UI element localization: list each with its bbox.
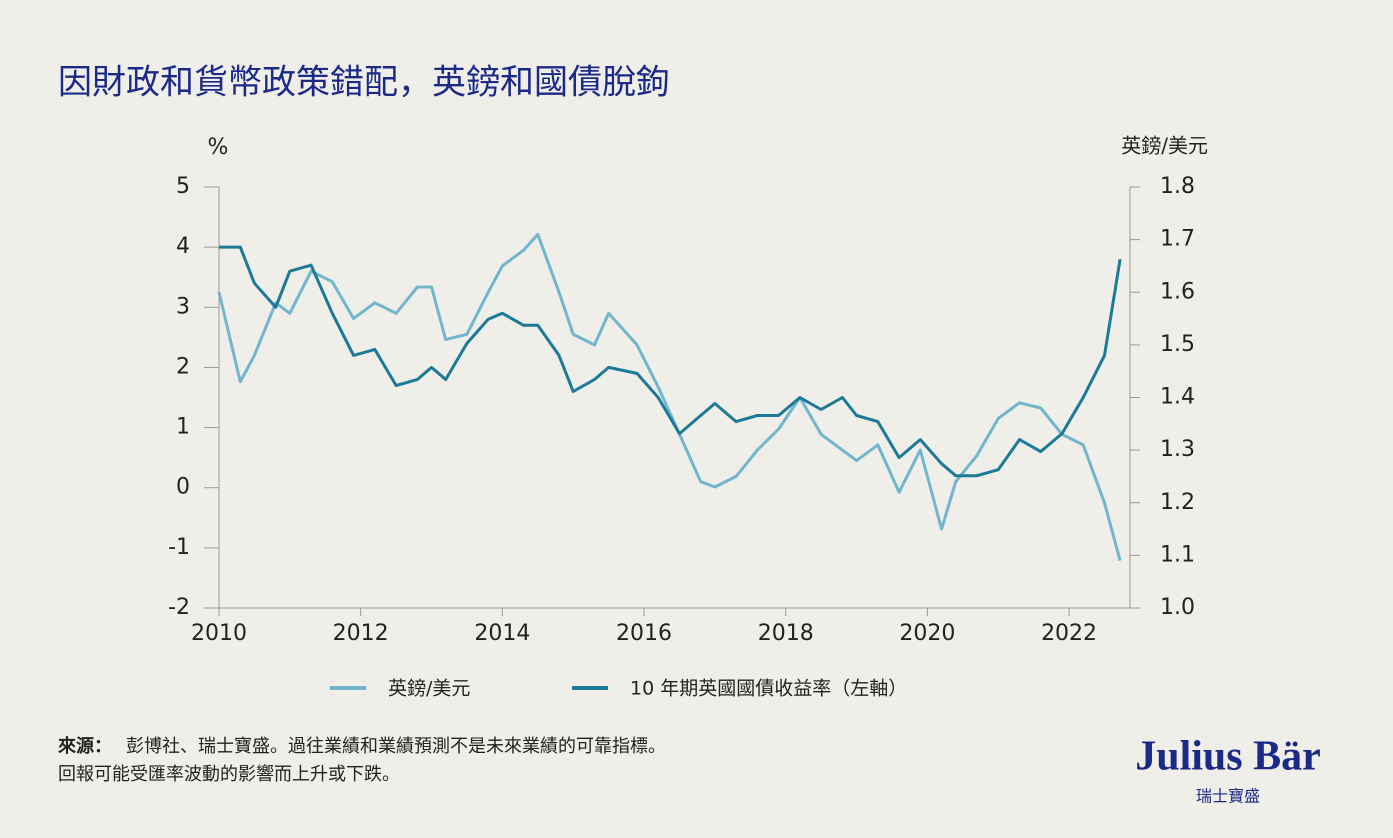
legend-label: 英鎊/美元 xyxy=(388,678,470,700)
y2-tick-label: 1.6 xyxy=(1160,279,1195,304)
y-tick-label: 4 xyxy=(176,234,190,259)
y2-tick-label: 1.8 xyxy=(1160,174,1195,199)
x-tick-label: 2012 xyxy=(333,621,389,646)
y-tick-label: 0 xyxy=(176,475,190,500)
y2-tick-label: 1.3 xyxy=(1160,437,1195,462)
series-line xyxy=(217,232,1122,561)
y-tick-label: -1 xyxy=(168,535,190,560)
x-tick-label: 2020 xyxy=(899,621,955,646)
y-tick-label: 5 xyxy=(176,174,190,199)
x-tick-label: 2016 xyxy=(616,621,672,646)
series-line xyxy=(219,245,1122,478)
y2-axis-label: 英鎊/美元 xyxy=(1121,134,1208,158)
y-axis-label: % xyxy=(208,135,229,160)
chart-title: 因財政和貨幣政策錯配，英鎊和國債脫鉤 xyxy=(58,63,670,103)
footer-note: 回報可能受匯率波動的影響而上升或下跌。 xyxy=(58,764,400,785)
y-tick-label: 3 xyxy=(176,294,190,319)
source-label: 來源： xyxy=(58,735,112,757)
y-tick-label: -2 xyxy=(168,595,190,620)
y2-tick-label: 1.5 xyxy=(1160,332,1195,357)
y-tick-label: 2 xyxy=(176,354,190,379)
y2-tick-label: 1.1 xyxy=(1160,542,1195,567)
y2-tick-label: 1.4 xyxy=(1160,385,1195,410)
y-tick-label: 1 xyxy=(176,415,190,440)
legend-label: 10 年期英國國債收益率（左軸） xyxy=(630,678,907,700)
y2-tick-label: 1.2 xyxy=(1160,490,1195,515)
brand-logo: Julius Bär xyxy=(1135,734,1321,780)
brand-sub: 瑞士寶盛 xyxy=(1196,787,1260,806)
x-tick-label: 2014 xyxy=(474,621,530,646)
source-text: 彭博社、瑞士寶盛。過往業績和業績預測不是未來業績的可靠指標。 xyxy=(126,736,666,757)
x-tick-label: 2022 xyxy=(1041,621,1097,646)
x-tick-label: 2010 xyxy=(191,621,247,646)
y2-tick-label: 1.0 xyxy=(1160,595,1195,620)
x-tick-label: 2018 xyxy=(758,621,814,646)
y2-tick-label: 1.7 xyxy=(1160,227,1195,252)
